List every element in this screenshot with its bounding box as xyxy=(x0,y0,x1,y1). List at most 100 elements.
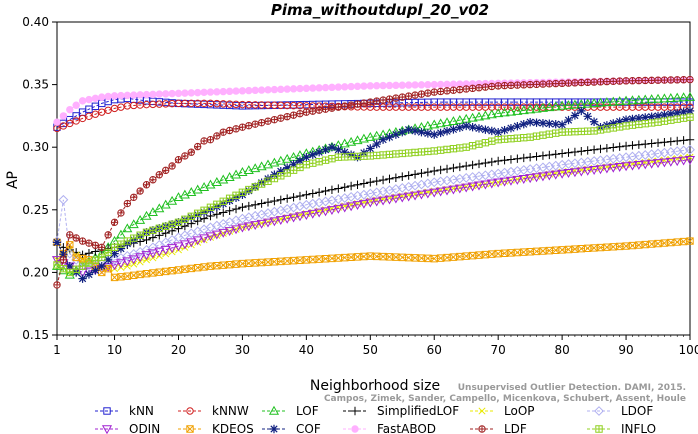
data-point-ldf xyxy=(392,94,400,102)
data-point-ldf xyxy=(181,152,189,160)
data-point-inflo xyxy=(558,128,566,136)
data-point-inflo xyxy=(219,197,227,205)
data-point-cof xyxy=(78,274,87,283)
data-point-knnw xyxy=(98,108,106,116)
data-point-fastabod xyxy=(238,87,247,95)
data-point-fastabod xyxy=(78,97,87,105)
data-point-ldf xyxy=(507,81,515,89)
data-point-kdeos xyxy=(583,244,592,253)
data-point-lof xyxy=(211,177,222,186)
data-point-ldf xyxy=(456,85,464,94)
data-point-simplifiedlof xyxy=(487,157,496,167)
data-point-ldf xyxy=(430,88,438,96)
legend-marker xyxy=(478,425,486,433)
data-point-fastabod xyxy=(193,88,202,97)
data-point-lof xyxy=(64,269,75,279)
data-point-odin xyxy=(473,181,485,191)
data-point-ldf xyxy=(78,237,87,245)
data-point-odin xyxy=(135,253,146,263)
data-point-inflo xyxy=(641,119,649,128)
data-point-lof xyxy=(633,94,644,104)
data-point-ldf xyxy=(334,103,343,111)
data-point-inflo xyxy=(481,138,490,147)
data-point-lof xyxy=(608,96,619,106)
data-point-fastabod xyxy=(424,81,432,89)
data-point-lof xyxy=(448,116,459,125)
data-point-simplifiedlof xyxy=(308,189,317,198)
data-point-lof xyxy=(544,102,555,112)
data-point-ldf xyxy=(462,85,470,93)
data-point-odin xyxy=(544,171,555,181)
data-point-kdeos xyxy=(622,242,630,250)
data-point-odin xyxy=(224,227,235,237)
data-point-fastabod xyxy=(289,85,298,93)
data-point-ldf xyxy=(628,77,637,85)
data-point-kdeos xyxy=(379,252,387,261)
data-point-simplifiedlof xyxy=(148,233,158,242)
data-point-fastabod xyxy=(379,81,387,90)
data-point-ldf xyxy=(174,156,183,164)
data-point-odin xyxy=(256,219,267,229)
legend-label: kNN xyxy=(129,404,154,418)
data-point-odin xyxy=(589,166,600,175)
data-point-lof xyxy=(589,98,600,108)
data-point-odin xyxy=(569,168,580,178)
data-point-fastabod xyxy=(98,93,106,101)
data-point-fastabod xyxy=(206,88,215,96)
data-point-simplifiedlof xyxy=(442,164,452,174)
data-point-inflo xyxy=(411,148,419,157)
data-point-simplifiedlof xyxy=(244,201,254,211)
data-point-simplifiedlof xyxy=(385,174,394,184)
data-point-inflo xyxy=(564,128,573,136)
data-point-kdeos xyxy=(641,240,649,249)
data-point-lof xyxy=(473,111,485,121)
data-point-lof xyxy=(512,105,523,115)
data-point-ldf xyxy=(315,106,323,114)
data-point-kdeos xyxy=(136,270,144,279)
data-point-simplifiedlof xyxy=(417,169,426,178)
data-point-ldf xyxy=(257,119,266,127)
data-point-ldf xyxy=(590,78,598,86)
data-point-knn xyxy=(72,112,80,120)
data-point-simplifiedlof xyxy=(628,141,637,150)
data-point-simplifiedlof xyxy=(615,142,624,151)
data-point-fastabod xyxy=(117,91,125,100)
data-point-simplifiedlof xyxy=(506,155,516,164)
data-point-odin xyxy=(441,186,453,196)
data-point-simplifiedlof xyxy=(295,191,305,201)
data-point-inflo xyxy=(673,115,681,123)
data-point-fastabod xyxy=(398,81,406,89)
data-point-fastabod xyxy=(360,82,368,90)
data-point-ldf xyxy=(596,78,605,86)
data-point-knnw xyxy=(72,117,80,125)
data-point-lof xyxy=(659,93,670,103)
data-point-inflo xyxy=(200,206,208,215)
data-point-inflo xyxy=(577,127,586,136)
data-point-cof xyxy=(391,130,401,139)
data-point-ldf xyxy=(500,81,509,90)
data-point-cof xyxy=(685,106,695,116)
data-point-odin xyxy=(384,195,395,205)
data-point-kdeos xyxy=(475,251,483,259)
data-point-simplifiedlof xyxy=(449,163,458,173)
data-point-odin xyxy=(218,228,229,238)
data-point-inflo xyxy=(385,150,394,159)
data-point-cof xyxy=(410,126,420,136)
data-point-inflo xyxy=(334,153,343,161)
data-point-cof xyxy=(487,126,496,136)
data-point-ldf xyxy=(417,90,426,98)
data-point-odin xyxy=(333,204,344,214)
data-point-odin xyxy=(614,163,625,172)
data-point-ldf xyxy=(142,181,151,189)
data-point-cof xyxy=(270,170,279,179)
data-point-inflo xyxy=(289,166,298,174)
data-point-kdeos xyxy=(193,263,202,272)
legend-marker xyxy=(101,425,113,434)
data-point-ldf xyxy=(424,89,432,97)
legend-item-loop: LoOP xyxy=(470,404,535,418)
data-point-inflo xyxy=(520,133,528,142)
data-point-simplifiedlof xyxy=(423,167,433,177)
data-point-lof xyxy=(371,130,382,140)
legend-marker xyxy=(269,424,279,434)
x-tick-label: 50 xyxy=(363,343,378,357)
